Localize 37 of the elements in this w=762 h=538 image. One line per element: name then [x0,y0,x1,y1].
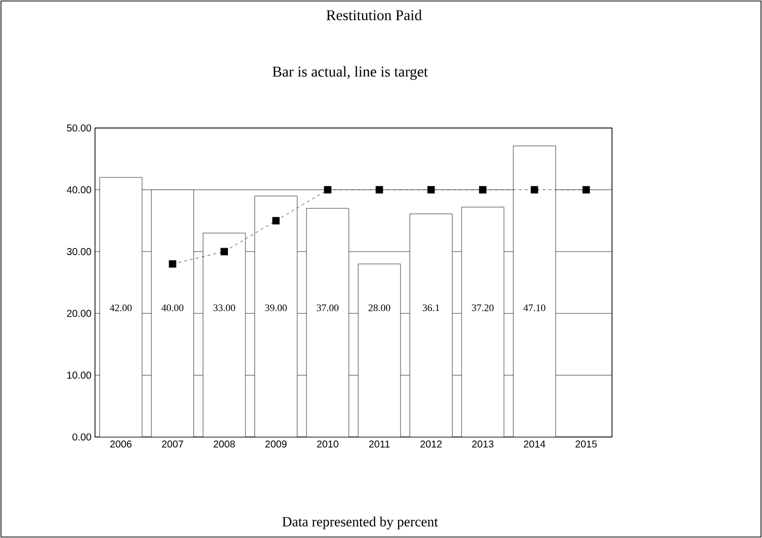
chart-title: Restitution Paid [326,10,422,20]
data-label: 47.10 [523,304,546,312]
data-label: 42.00 [110,304,132,312]
point [530,186,538,194]
x-tick-label: 2013 [472,440,494,448]
data-label: 37.20 [472,304,494,312]
data-label: 40.00 [162,304,184,312]
x-tick-label: 2007 [162,440,184,448]
data-label: 39.00 [265,304,287,312]
data-label: 36.1 [422,304,440,312]
x-tick-label: 2015 [576,440,597,448]
x-tick-label: 2011 [369,440,390,448]
point [220,248,228,256]
x-tick-label: 2009 [265,440,287,448]
point [376,186,384,194]
point [479,186,486,194]
y-tick-label: 50.00 [66,124,92,132]
point [582,186,590,194]
point [324,186,332,194]
y-tick-label: 40.00 [66,186,92,194]
x-tick-label: 2012 [420,440,442,448]
text: Data represented by percent [282,516,438,530]
y-tick-label: 20.00 [67,310,92,317]
y-tick-label: 10.00 [67,372,92,379]
data-label: 37.00 [316,304,338,312]
data-label: 33.00 [214,304,236,312]
x-tick-label: 2014 [524,440,546,448]
point [427,186,435,194]
x-tick-label: 2008 [214,440,235,448]
y-tick-label: 0.00 [72,433,92,441]
point [168,260,176,268]
x-tick-label: 2006 [110,440,132,448]
x-tick-label: 2010 [317,440,338,448]
point [272,216,280,224]
y-tick-label: 30.00 [66,248,92,256]
chart-subtitle: Bar is actual, line is target [272,66,428,80]
data-label: 28.00 [368,304,390,312]
